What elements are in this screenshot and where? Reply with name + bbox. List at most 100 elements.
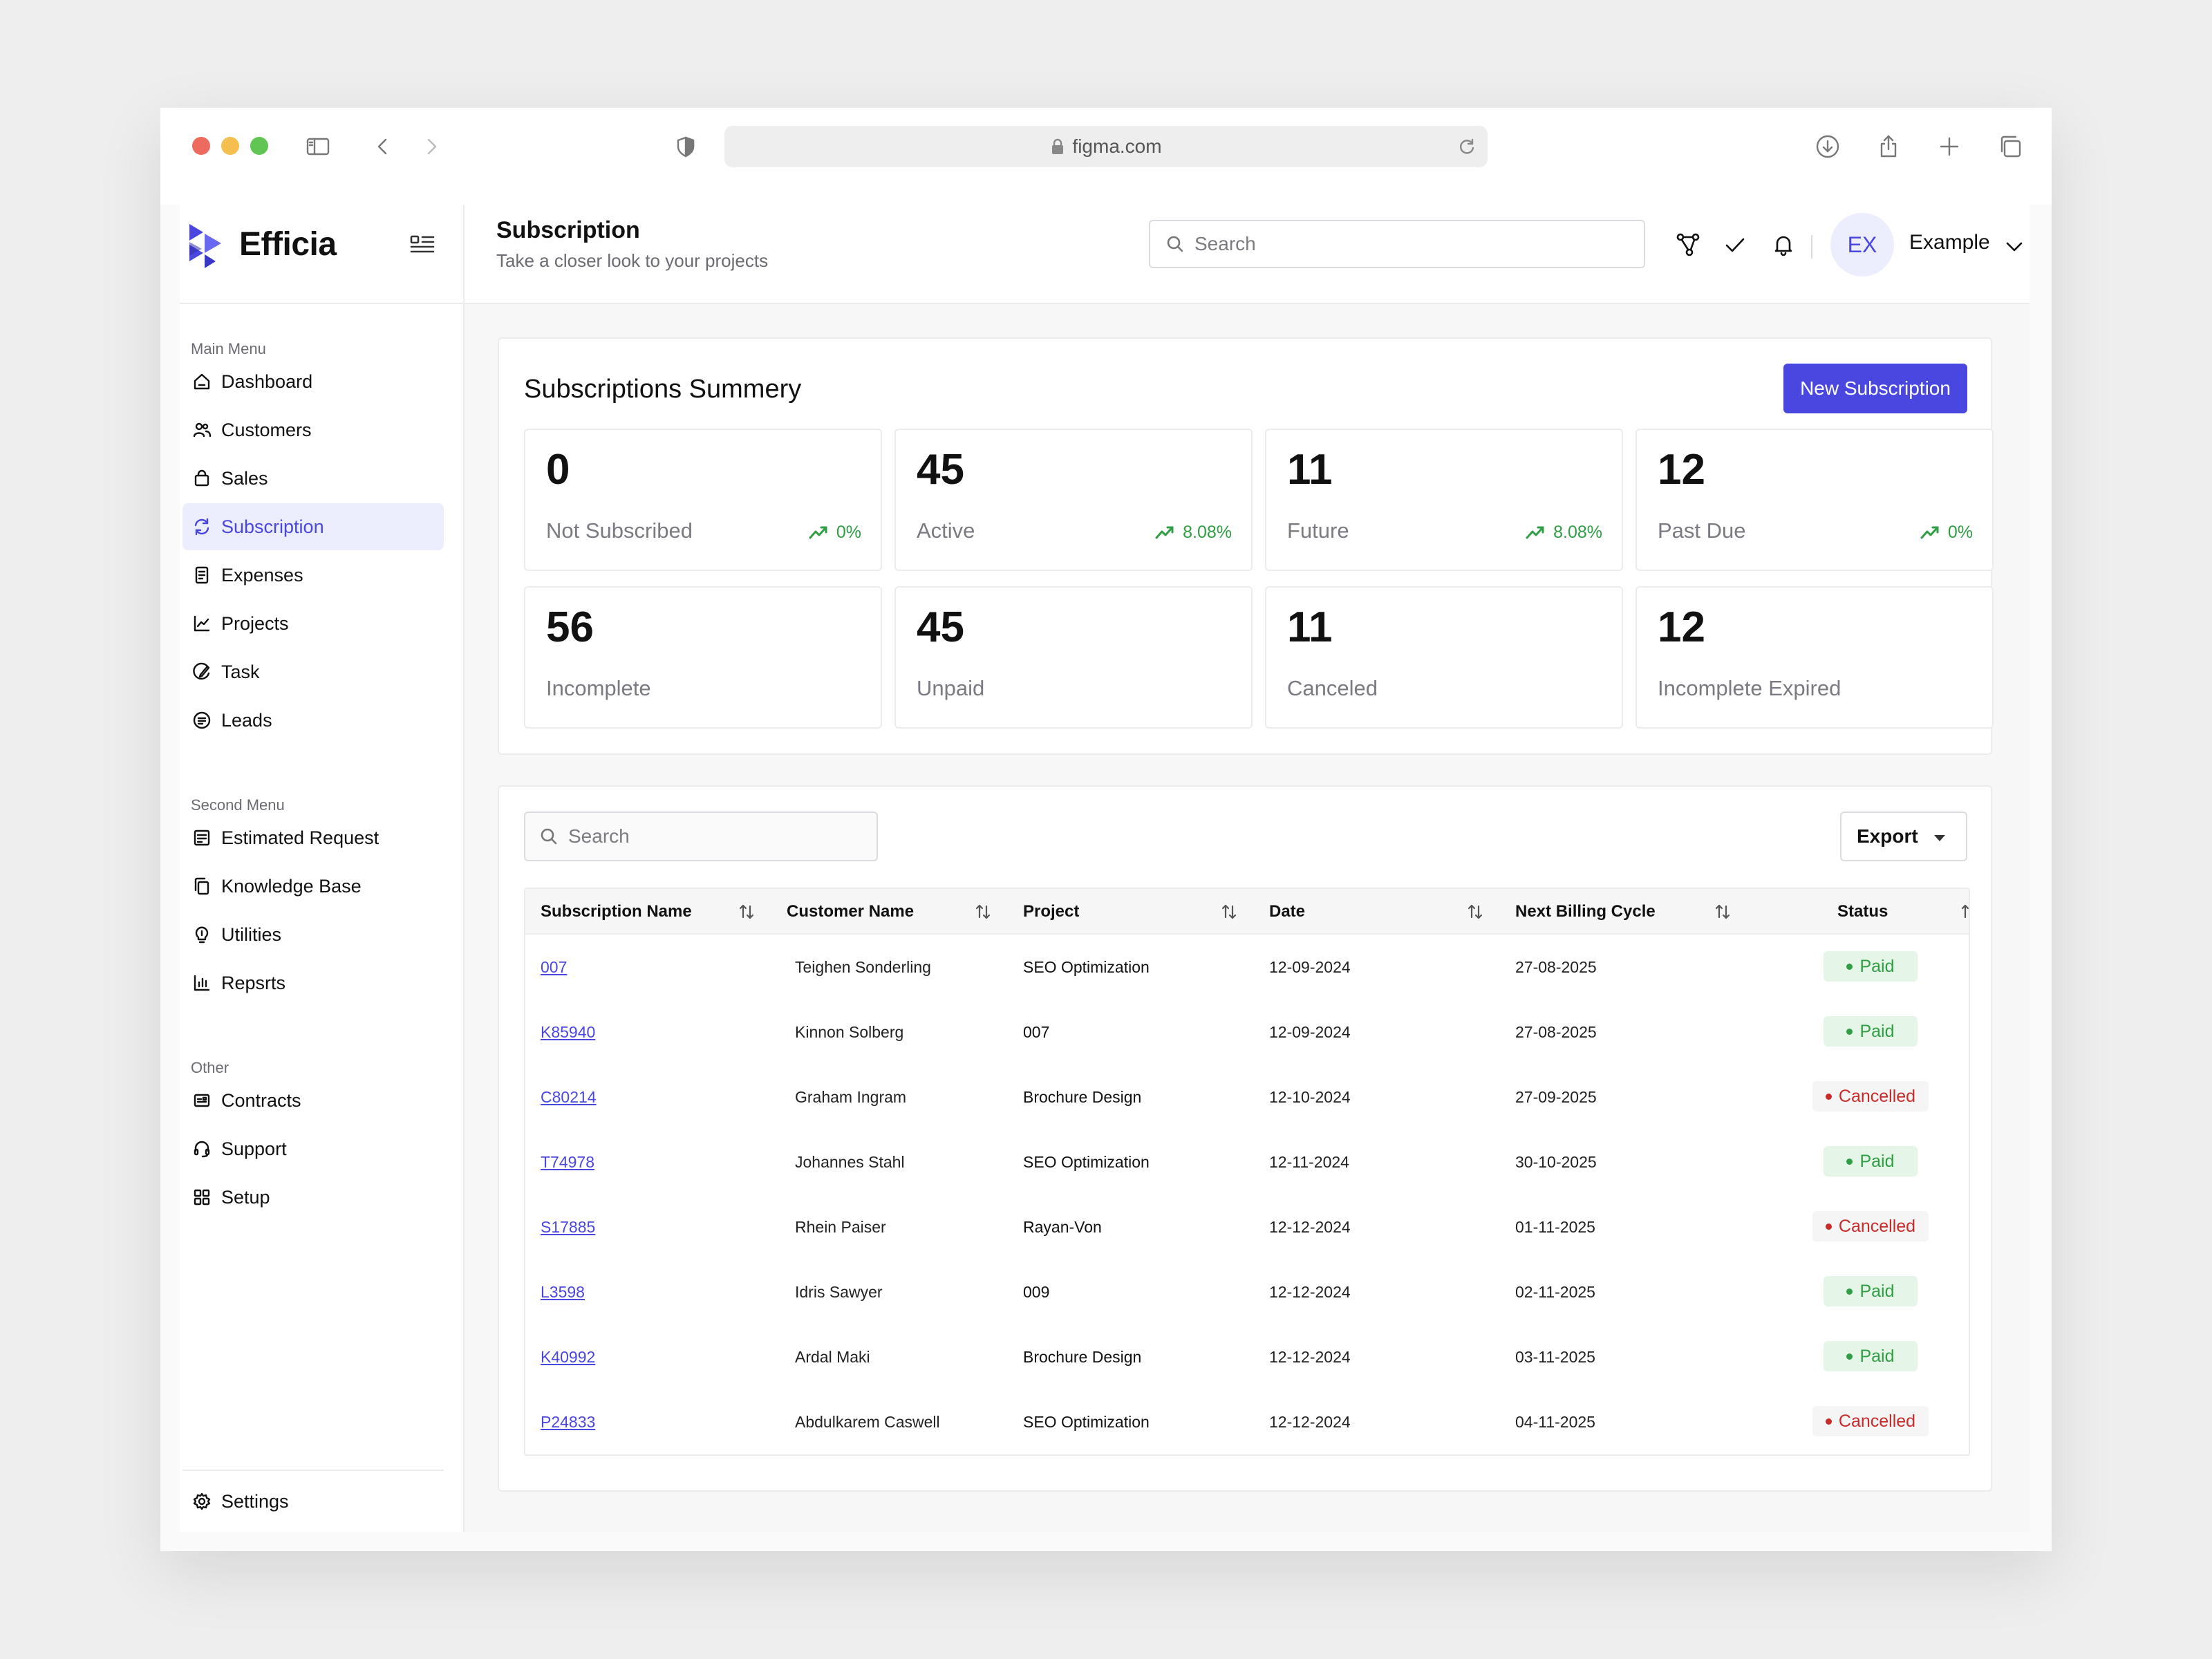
bell-icon[interactable] xyxy=(1770,231,1797,259)
sidebar-item-contracts[interactable]: Contracts xyxy=(182,1077,444,1124)
sort-icon[interactable] xyxy=(1713,902,1732,921)
sidebar-item-dashboard[interactable]: Dashboard xyxy=(182,358,444,405)
shield-icon[interactable] xyxy=(672,133,700,160)
export-label: Export xyxy=(1857,825,1918,847)
customer-cell: Abdulkarem Caswell xyxy=(795,1412,940,1431)
export-button[interactable]: Export xyxy=(1840,812,1967,861)
back-icon[interactable] xyxy=(369,133,397,160)
minimize-window-button[interactable] xyxy=(221,137,239,155)
sidebar-item-leads[interactable]: Leads xyxy=(182,697,444,744)
tabs-overview-icon[interactable] xyxy=(1996,133,2024,160)
table-search-input[interactable] xyxy=(568,825,859,847)
download-icon[interactable] xyxy=(1814,133,1841,160)
sidebar-item-label: Setup xyxy=(221,1186,270,1208)
next-billing-cell: 30-10-2025 xyxy=(1515,1152,1597,1171)
search-input[interactable] xyxy=(1194,233,1609,255)
maximize-window-button[interactable] xyxy=(250,137,268,155)
project-cell: 007 xyxy=(1023,1022,1050,1041)
sidebar-item-subscription[interactable]: Subscription xyxy=(182,503,444,550)
sidebar-item-settings[interactable]: Settings xyxy=(182,1478,444,1525)
column-header-date[interactable]: Date xyxy=(1269,902,1306,921)
subscriptions-table-panel: Export Subscription Name Customer Name P… xyxy=(498,785,1992,1492)
sidebar-item-setup[interactable]: Setup xyxy=(182,1174,444,1221)
sidebar-item-label: Projects xyxy=(221,612,289,634)
subscription-link[interactable]: P24833 xyxy=(541,1412,596,1431)
sidebar-item-label: Estimated Request xyxy=(221,827,379,848)
column-header-status[interactable]: Status xyxy=(1837,902,1888,921)
stat-value: 45 xyxy=(917,446,964,494)
sidebar-item-sales[interactable]: Sales xyxy=(182,455,444,502)
sidebar-item-customers[interactable]: Customers xyxy=(182,406,444,453)
close-window-button[interactable] xyxy=(192,137,210,155)
column-header-next-billing-cycle[interactable]: Next Billing Cycle xyxy=(1515,902,1656,921)
stat-trend: 0% xyxy=(1919,521,1973,543)
date-cell: 12-10-2024 xyxy=(1269,1087,1351,1106)
header-search[interactable] xyxy=(1149,220,1645,268)
sidebar-item-knowledge-base[interactable]: Knowledge Base xyxy=(182,863,444,910)
sort-icon[interactable] xyxy=(1959,902,1969,921)
avatar[interactable]: EX xyxy=(1830,213,1894,276)
next-billing-cell: 04-11-2025 xyxy=(1515,1412,1595,1431)
forward-icon[interactable] xyxy=(418,133,445,160)
subscription-link[interactable]: L3598 xyxy=(541,1282,585,1301)
stat-label: Not Subscribed xyxy=(546,518,693,543)
subscription-link[interactable]: 007 xyxy=(541,957,568,976)
menu-collapse-icon[interactable] xyxy=(408,229,437,259)
header-divider xyxy=(1811,235,1812,259)
sort-icon[interactable] xyxy=(1465,902,1485,921)
search-icon xyxy=(541,828,557,845)
page-subtitle: Take a closer look to your projects xyxy=(496,250,769,271)
customer-cell: Ardal Maki xyxy=(795,1347,870,1366)
sidebar-item-projects[interactable]: Projects xyxy=(182,600,444,647)
sidebar-toggle-icon[interactable] xyxy=(304,133,332,160)
column-header-project[interactable]: Project xyxy=(1023,902,1080,921)
top-header: Subscription Take a closer look to your … xyxy=(465,205,2030,304)
sidebar-item-estimated-request[interactable]: Estimated Request xyxy=(182,814,444,861)
sidebar-item-label: Task xyxy=(221,661,260,682)
sidebar-item-label: Utilities xyxy=(221,924,282,945)
sidebar-item-expenses[interactable]: Expenses xyxy=(182,552,444,599)
stat-trend-value: 8.08% xyxy=(1553,522,1602,542)
status-badge: Paid xyxy=(1824,1146,1918,1177)
project-cell: Brochure Design xyxy=(1023,1087,1142,1106)
customer-cell: Rhein Paiser xyxy=(795,1217,886,1236)
summary-title: Subscriptions Summery xyxy=(524,375,802,404)
pen-icon xyxy=(193,662,210,680)
bar-chart-icon xyxy=(194,975,210,991)
stat-trend-value: 8.08% xyxy=(1183,522,1232,542)
sidebar-item-label: Customers xyxy=(221,419,312,440)
sidebar-item-reports[interactable]: Repsrts xyxy=(182,959,444,1006)
workflow-icon[interactable] xyxy=(1674,231,1702,259)
sidebar-item-task[interactable]: Task xyxy=(182,648,444,695)
subscription-link[interactable]: C80214 xyxy=(541,1087,597,1106)
subscriptions-table: Subscription Name Customer Name Project … xyxy=(524,888,1970,1456)
stat-value: 11 xyxy=(1287,603,1333,651)
app-shell: Efficia Main Menu Dashboard Customers Sa… xyxy=(180,205,2030,1532)
subscription-link[interactable]: K40992 xyxy=(541,1347,596,1366)
sort-icon[interactable] xyxy=(973,902,993,921)
stat-label: Incomplete xyxy=(546,676,651,700)
subscription-link[interactable]: K85940 xyxy=(541,1022,596,1041)
new-tab-icon[interactable] xyxy=(1936,133,1963,160)
sort-icon[interactable] xyxy=(1219,902,1239,921)
address-bar[interactable]: figma.com xyxy=(724,126,1488,167)
table-search[interactable] xyxy=(524,812,878,861)
check-icon[interactable] xyxy=(1721,231,1749,259)
subscription-link[interactable]: T74978 xyxy=(541,1152,595,1171)
subscription-link[interactable]: S17885 xyxy=(541,1217,596,1236)
chevron-down-icon[interactable] xyxy=(2003,235,2025,257)
column-header-subscription-name[interactable]: Subscription Name xyxy=(541,902,692,921)
user-name[interactable]: Example xyxy=(1909,231,1990,254)
project-cell: Rayan-Von xyxy=(1023,1217,1102,1236)
new-subscription-button[interactable]: New Subscription xyxy=(1783,364,1967,413)
date-cell: 12-09-2024 xyxy=(1269,957,1351,976)
sidebar-item-utilities[interactable]: Utilities xyxy=(182,911,444,958)
share-icon[interactable] xyxy=(1875,133,1902,160)
reload-icon[interactable] xyxy=(1456,135,1478,158)
sidebar-item-support[interactable]: Support xyxy=(182,1125,444,1172)
column-header-customer-name[interactable]: Customer Name xyxy=(787,902,915,921)
sort-icon[interactable] xyxy=(737,902,756,921)
brand-name: Efficia xyxy=(239,226,337,263)
url-text: figma.com xyxy=(1072,135,1162,157)
users-icon xyxy=(193,422,212,438)
